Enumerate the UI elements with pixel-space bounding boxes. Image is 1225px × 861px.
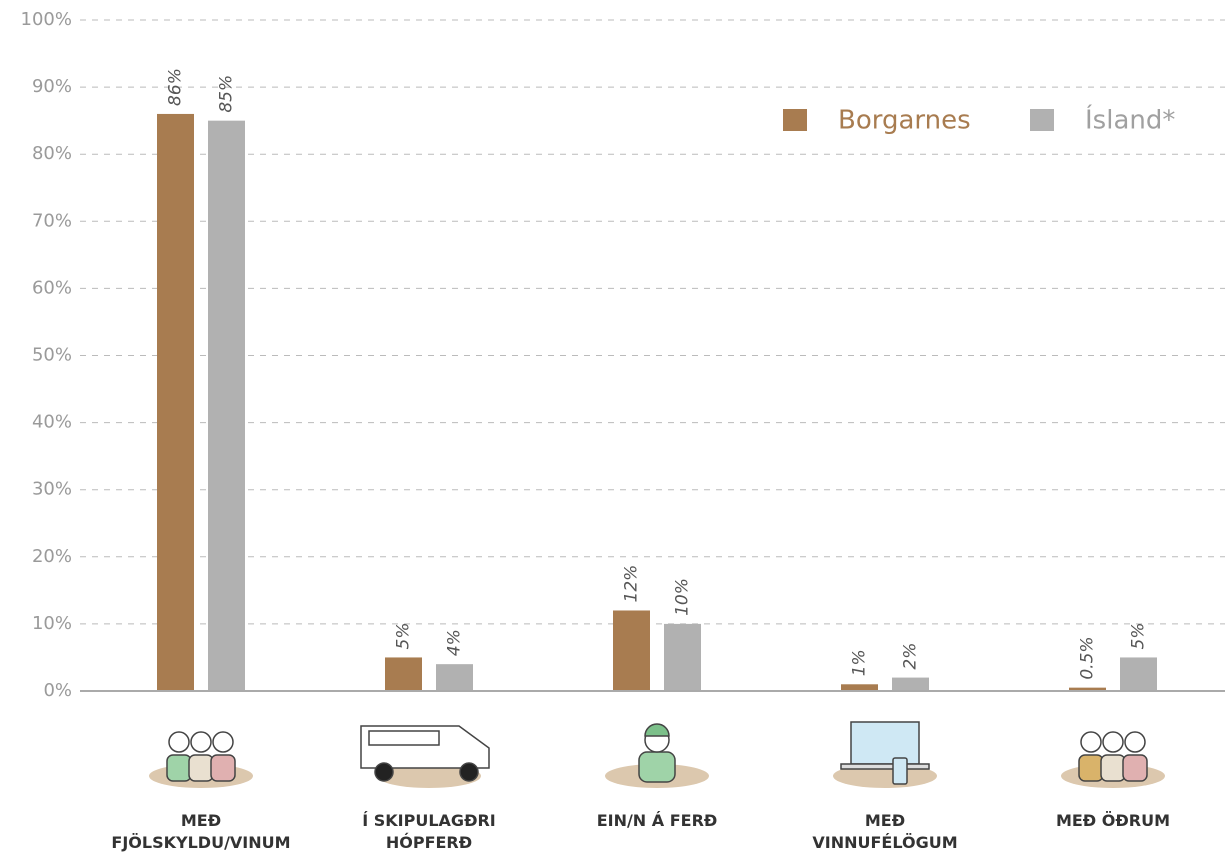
legend-swatch <box>1030 109 1054 131</box>
x-tick-label: Í SKIPULAGÐRI HÓPFERÐ <box>362 811 496 852</box>
y-tick-label: 20% <box>32 546 72 567</box>
legend-swatch <box>783 109 807 131</box>
y-tick-label: 0% <box>43 680 72 701</box>
icon-body <box>1100 754 1126 782</box>
bar <box>157 113 194 691</box>
value-label: 85% <box>217 75 237 113</box>
icon-base <box>377 764 481 788</box>
x-tick-label: MEÐ FJÖLSKYLDU/VINUM <box>111 811 291 852</box>
value-label: 5% <box>394 622 414 649</box>
value-label: 12% <box>622 565 642 603</box>
icon <box>840 721 930 785</box>
y-tick-label: 80% <box>32 143 72 164</box>
icon-head <box>1124 731 1146 753</box>
y-tick-label: 50% <box>32 345 72 366</box>
y-tick-label: 90% <box>32 76 72 97</box>
icon-head <box>1080 731 1102 753</box>
y-tick-label: 100% <box>21 9 72 30</box>
icon-wheel <box>459 762 479 782</box>
value-label: 10% <box>673 578 693 616</box>
y-tick-label: 10% <box>32 613 72 634</box>
icon-window <box>368 730 440 746</box>
icon-body <box>1078 754 1104 782</box>
bar <box>613 610 650 691</box>
bar <box>385 657 422 691</box>
bar <box>1069 687 1106 691</box>
icon-body <box>188 754 214 782</box>
y-tick-label: 70% <box>32 210 72 231</box>
legend-label: Borgarnes <box>838 106 971 136</box>
bar <box>208 120 245 691</box>
icon-base <box>833 764 937 788</box>
icon <box>638 723 676 783</box>
x-tick-label: MEÐ VINNUFÉLÖGUM <box>812 811 958 852</box>
icon-body <box>210 754 236 782</box>
icon <box>166 731 236 782</box>
bar <box>892 677 929 691</box>
icon-phone <box>892 757 908 785</box>
icon-head <box>190 731 212 753</box>
y-tick-label: 40% <box>32 412 72 433</box>
y-tick-label: 30% <box>32 479 72 500</box>
icon-wheel <box>374 762 394 782</box>
icon-head <box>212 731 234 753</box>
value-label: 5% <box>1129 622 1149 649</box>
bar <box>664 623 701 691</box>
icon-head <box>1102 731 1124 753</box>
icon-cap <box>644 723 670 737</box>
y-tick-label: 60% <box>32 277 72 298</box>
icon-keyboard <box>840 763 930 770</box>
icon <box>360 725 490 782</box>
icon-body <box>638 751 676 783</box>
icon-screen <box>850 721 920 765</box>
legend-label: Ísland* <box>1085 104 1175 136</box>
value-label: 2% <box>901 643 921 670</box>
bar <box>1120 657 1157 691</box>
bar <box>841 684 878 691</box>
value-label: 86% <box>166 68 186 106</box>
value-label: 0.5% <box>1078 636 1098 679</box>
x-tick-label: EIN/N Á FERÐ <box>596 811 718 830</box>
value-label: 4% <box>445 629 465 656</box>
icon <box>1078 731 1148 782</box>
icon-body <box>166 754 192 782</box>
icon-body <box>1122 754 1148 782</box>
x-tick-label: MEÐ ÖÐRUM <box>1055 811 1171 830</box>
value-label: 1% <box>850 649 870 676</box>
icon-head <box>168 731 190 753</box>
bar <box>436 664 473 691</box>
